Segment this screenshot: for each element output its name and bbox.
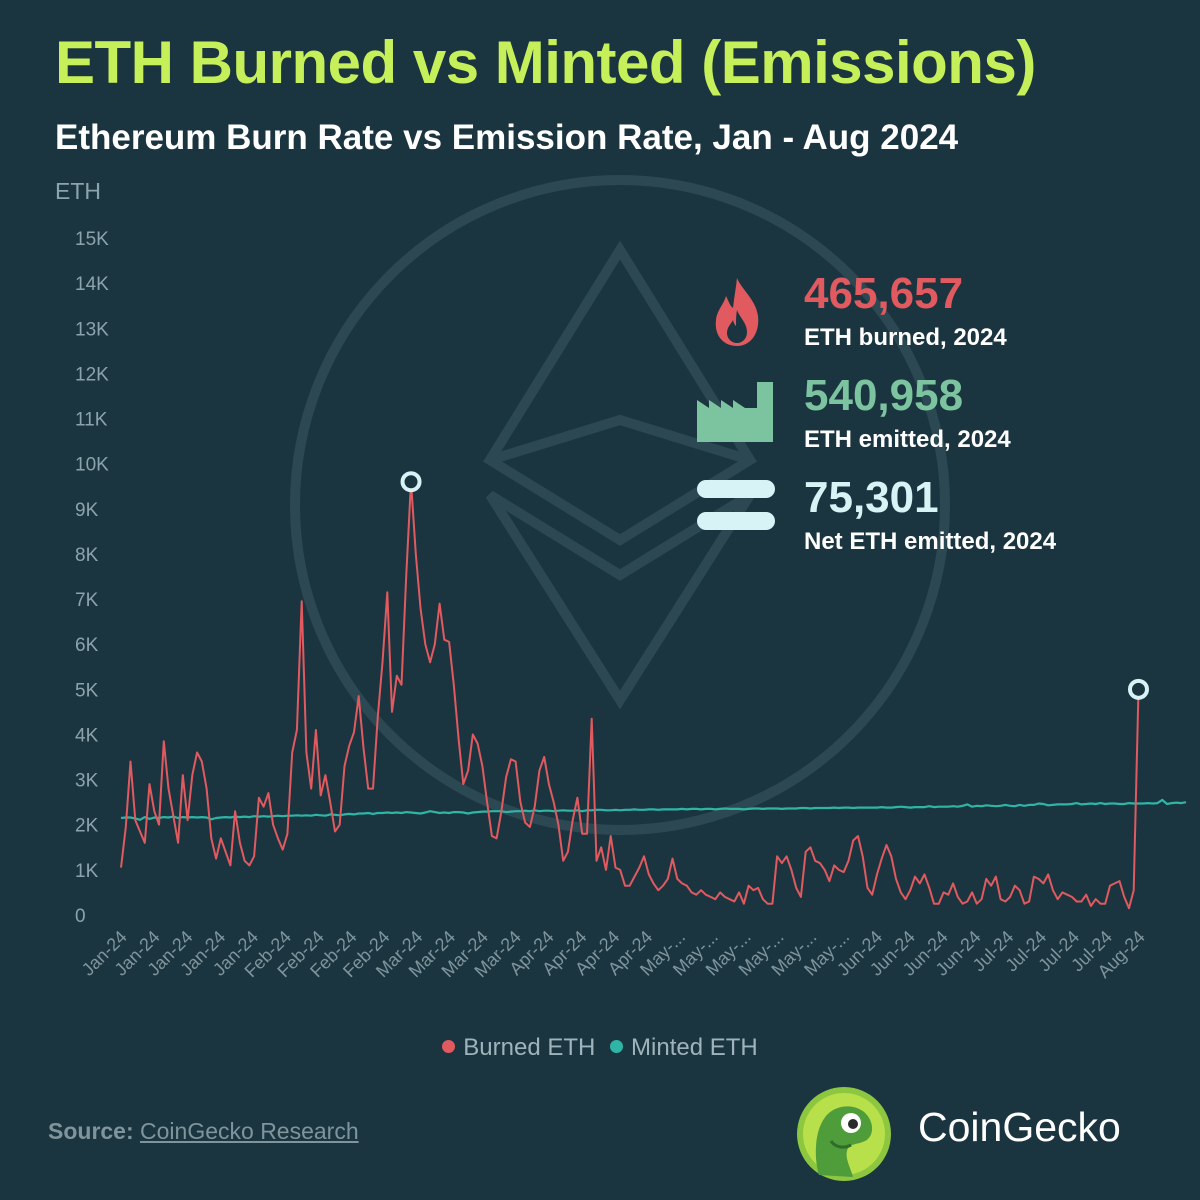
y-tick-label: 2K — [75, 816, 99, 837]
y-axis-ticks: 0 1K 2K 3K 4K 5K 6K 7K 8K 9K 10K 11K 12K 13K 14K 15K — [75, 229, 109, 927]
emitted-value: 540,958 — [804, 371, 964, 420]
y-tick-label: 11K — [75, 410, 108, 431]
peak-marker — [400, 471, 422, 493]
series-line-burned — [120, 480, 1140, 910]
y-tick-label: 8K — [75, 545, 99, 566]
y-tick-label: 3K — [75, 771, 99, 792]
equals-icon — [697, 480, 775, 530]
source-note: Source: CoinGecko Research — [48, 1118, 359, 1145]
y-tick-label: 14K — [75, 274, 109, 295]
factory-icon — [697, 382, 773, 442]
legend-dot-minted — [610, 1040, 624, 1054]
y-tick-label: 15K — [75, 229, 109, 250]
series-line-minted — [120, 798, 1187, 821]
net-value: 75,301 — [804, 473, 939, 522]
y-tick-label: 12K — [75, 364, 109, 385]
legend-item-burned: Burned ETH — [442, 1034, 595, 1062]
flame-icon — [715, 278, 759, 346]
y-axis-label: ETH — [55, 178, 101, 204]
chart-series — [120, 480, 1187, 910]
net-label: Net ETH emitted, 2024 — [804, 528, 1057, 555]
source-link[interactable]: CoinGecko Research — [140, 1118, 359, 1144]
page-title: ETH Burned vs Minted (Emissions) — [55, 29, 1036, 96]
legend-dot-burned — [442, 1040, 456, 1054]
chart-markers — [400, 471, 1149, 700]
y-tick-label: 13K — [75, 319, 109, 340]
source-label: Source: — [48, 1118, 134, 1144]
net-stat: 75,301 Net ETH emitted, 2024 — [804, 476, 1056, 556]
y-tick-label: 6K — [75, 635, 99, 656]
x-axis-ticks: Jan-24Jan-24Jan-24Jan-24Jan-24Feb-24Feb-… — [78, 927, 1149, 982]
legend-label-minted: Minted ETH — [631, 1034, 758, 1061]
y-tick-label: 0 — [75, 906, 86, 927]
emitted-stat: 540,958 ETH emitted, 2024 — [804, 374, 1011, 454]
y-tick-label: 5K — [75, 680, 99, 701]
coingecko-logo-icon — [797, 1087, 891, 1181]
y-tick-label: 7K — [75, 590, 99, 611]
brand-name: CoinGecko — [918, 1104, 1121, 1150]
y-tick-label: 9K — [75, 500, 99, 521]
chart-legend: Burned ETH Minted ETH — [0, 1034, 1200, 1062]
burned-value: 465,657 — [804, 269, 964, 318]
legend-item-minted: Minted ETH — [610, 1034, 758, 1062]
y-tick-label: 10K — [75, 455, 109, 476]
page-subtitle: Ethereum Burn Rate vs Emission Rate, Jan… — [55, 118, 959, 157]
last-point-marker — [1127, 678, 1149, 700]
y-tick-label: 1K — [75, 861, 99, 882]
burned-stat: 465,657 ETH burned, 2024 — [804, 272, 1007, 352]
emitted-label: ETH emitted, 2024 — [804, 426, 1011, 453]
legend-label-burned: Burned ETH — [463, 1034, 596, 1061]
burned-label: ETH burned, 2024 — [804, 324, 1007, 351]
y-tick-label: 4K — [75, 725, 99, 746]
